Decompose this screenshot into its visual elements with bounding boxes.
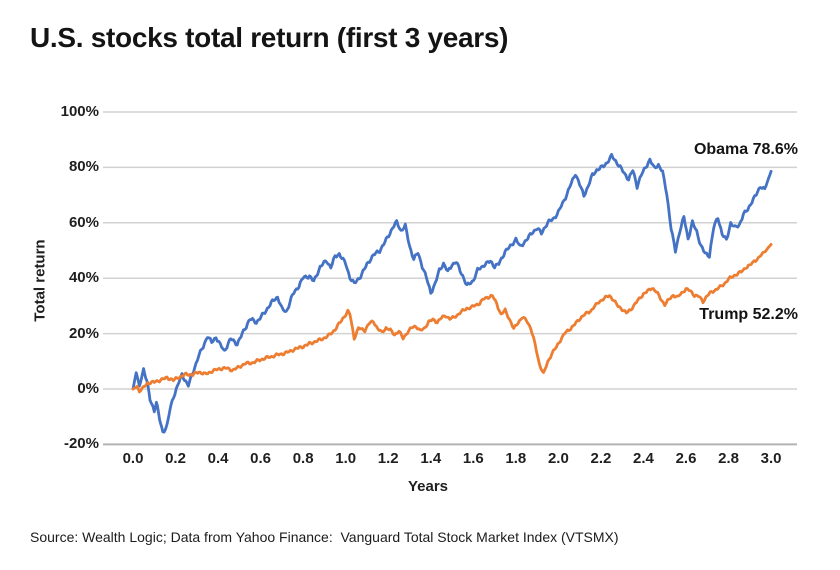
obama-series-label: Obama 78.6%	[693, 141, 798, 158]
x-tick-1.6: 1.6	[462, 450, 484, 467]
y-tick-100: 100%	[60, 103, 99, 120]
x-tick-3.0: 3.0	[760, 450, 782, 467]
x-tick-1.8: 1.8	[505, 450, 527, 467]
x-tick-2.8: 2.8	[718, 450, 739, 467]
obama-line	[131, 152, 773, 434]
x-tick-0.6: 0.6	[250, 450, 272, 467]
y-tick-40: 40%	[68, 269, 99, 287]
x-tick-1.2: 1.2	[377, 450, 399, 467]
x-tick-0.0: 0.0	[122, 450, 144, 467]
y-tick-80: 80%	[68, 158, 99, 176]
x-tick-2.2: 2.2	[590, 450, 612, 467]
y-tick-60: 60%	[68, 213, 99, 231]
chart-title: U.S. stocks total return (first 3 years)	[30, 22, 509, 53]
x-tick-1.4: 1.4	[420, 450, 442, 467]
x-tick-0.2: 0.2	[165, 450, 186, 467]
trump-series-label: Trump 52.2%	[699, 306, 798, 323]
source-note: Source: Wealth Logic; Data from Yahoo Fi…	[30, 529, 619, 545]
y-tick-0: 0%	[77, 380, 99, 397]
x-tick-0.4: 0.4	[207, 450, 229, 467]
x-tick-2.4: 2.4	[633, 450, 654, 467]
x-axis-title: Years	[407, 478, 449, 495]
x-tick-1.0: 1.0	[335, 450, 357, 467]
x-tick-2.6: 2.6	[675, 450, 697, 467]
y-axis-title: Total return	[31, 239, 49, 322]
trump-line	[131, 243, 773, 394]
x-tick-2.0: 2.0	[547, 450, 569, 467]
x-tick-0.8: 0.8	[292, 450, 314, 467]
y-tick-20: 20%	[68, 324, 99, 342]
y-tick--20: -20%	[63, 435, 99, 453]
